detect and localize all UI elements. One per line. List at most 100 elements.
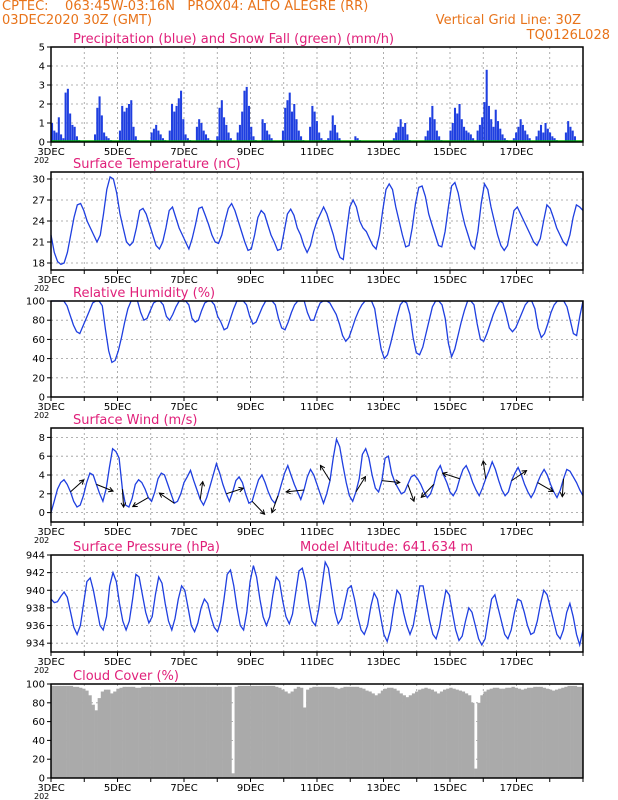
precip-bar <box>229 138 232 142</box>
panel-title: Precipitation (blue) and Snow Fall (gree… <box>73 32 394 47</box>
precip-bar <box>453 107 457 142</box>
y-tick-label: 2 <box>39 100 45 111</box>
cloud-bar <box>306 689 310 778</box>
cloud-bar <box>215 686 220 778</box>
x-tick-label: 7DEC <box>170 783 197 794</box>
precip-bar <box>186 138 189 142</box>
precip-bar <box>73 126 76 142</box>
cloud-bar <box>570 685 574 778</box>
cloud-bar <box>72 686 77 778</box>
precip-bar <box>458 104 461 142</box>
x-tick-label: 9DEC <box>237 147 264 158</box>
cloud-bar <box>259 685 263 778</box>
precip-bar <box>227 132 230 142</box>
precip-bar <box>356 138 359 142</box>
precip-bar <box>64 92 67 142</box>
cloud-bar <box>240 685 245 778</box>
cloud-bar <box>166 686 170 778</box>
x-tick-label: 11DEC <box>300 147 334 158</box>
precip-bar <box>288 92 291 142</box>
y-tick-label: 60 <box>32 717 45 728</box>
cloud-bar <box>461 691 466 778</box>
wind-arrow <box>121 489 125 508</box>
y-tick-label: 4 <box>39 62 45 73</box>
wind-arrow-head <box>480 459 487 466</box>
cloud-bar <box>567 685 571 778</box>
precip-bar <box>424 136 427 142</box>
cloud-bar <box>539 686 543 778</box>
x-tick-label: 11DEC <box>300 402 334 413</box>
cloud-bar <box>508 687 512 778</box>
wind-arrow <box>159 492 175 504</box>
cloud-bar <box>390 687 394 778</box>
precip-bar <box>297 130 300 142</box>
cloud-bar <box>225 686 229 778</box>
precip-bar <box>123 111 126 142</box>
x-tick-label: 13DEC <box>367 275 401 286</box>
x-tick-label: 5DEC <box>104 402 131 413</box>
precip-bar <box>539 124 543 142</box>
wind-arrow-head <box>238 486 245 493</box>
precip-bar <box>96 107 99 142</box>
cloud-bar <box>103 689 108 778</box>
cloud-bar <box>446 688 450 778</box>
cloud-bar <box>265 685 270 778</box>
cloud-bar <box>377 693 382 778</box>
x-tick-label: 15DEC <box>433 402 467 413</box>
cloud-bar <box>256 685 260 778</box>
cloud-bar <box>545 688 550 778</box>
x-tick-label: 5DEC <box>104 147 131 158</box>
cloud-bar <box>542 687 546 778</box>
precip-bar <box>236 132 239 142</box>
wind-arrow <box>561 478 565 497</box>
x-tick-label: 11DEC <box>300 275 334 286</box>
precip-bar <box>433 119 436 142</box>
x-tick-label: 13DEC <box>367 657 401 668</box>
precip-bar <box>406 134 409 142</box>
cloud-bar <box>113 691 117 778</box>
cloud-bar <box>125 686 130 778</box>
cloud-bar <box>352 686 357 778</box>
cloud-bar <box>219 686 223 778</box>
cloud-bar <box>349 686 354 778</box>
precip-bar <box>295 119 298 142</box>
x-tick-label: 17DEC <box>500 527 534 538</box>
cloud-bar <box>247 685 251 778</box>
precip-bar <box>155 124 158 142</box>
cloud-bar <box>290 691 294 778</box>
wind-arrow-head <box>158 492 165 498</box>
y-tick-label: 0 <box>39 138 45 149</box>
cloud-bar <box>383 688 388 778</box>
wind-arrow <box>226 487 244 495</box>
cloud-bar <box>206 686 210 778</box>
precip-bar <box>202 130 205 142</box>
precip-bar <box>75 136 78 142</box>
cloud-bar <box>343 686 347 778</box>
precip-bar <box>496 121 500 142</box>
cloud-bar <box>374 695 378 778</box>
panel-title: Relative Humidity (%) <box>73 286 215 301</box>
cloud-bar <box>203 686 207 778</box>
cloud-bar <box>228 686 232 778</box>
cloud-bar <box>284 691 288 778</box>
precip-bar <box>66 88 69 142</box>
precip-bar <box>286 100 289 142</box>
cloud-bar <box>411 693 416 778</box>
precip-bar <box>404 123 407 142</box>
precip-bar <box>478 124 481 142</box>
wind-arrow-head <box>108 486 115 493</box>
panel-pres: 934 936 938 940 942 944 3DEC 5DEC 7DEC 9DEC 11DEC 1… <box>26 540 584 675</box>
precip-bar <box>354 136 357 142</box>
cloud-bar <box>483 691 487 778</box>
precip-bar <box>549 132 552 142</box>
wind-arrow <box>70 479 85 493</box>
y-tick-label: 942 <box>26 568 45 579</box>
precip-bar <box>467 132 470 142</box>
x-year-label: 202 <box>34 792 49 800</box>
precip-bar <box>517 126 520 142</box>
precip-bar <box>134 136 137 142</box>
cloud-bar <box>315 686 319 778</box>
precip-bar <box>51 123 54 142</box>
x-year-label: 202 <box>34 156 49 165</box>
wind-arrow-head <box>131 502 138 508</box>
